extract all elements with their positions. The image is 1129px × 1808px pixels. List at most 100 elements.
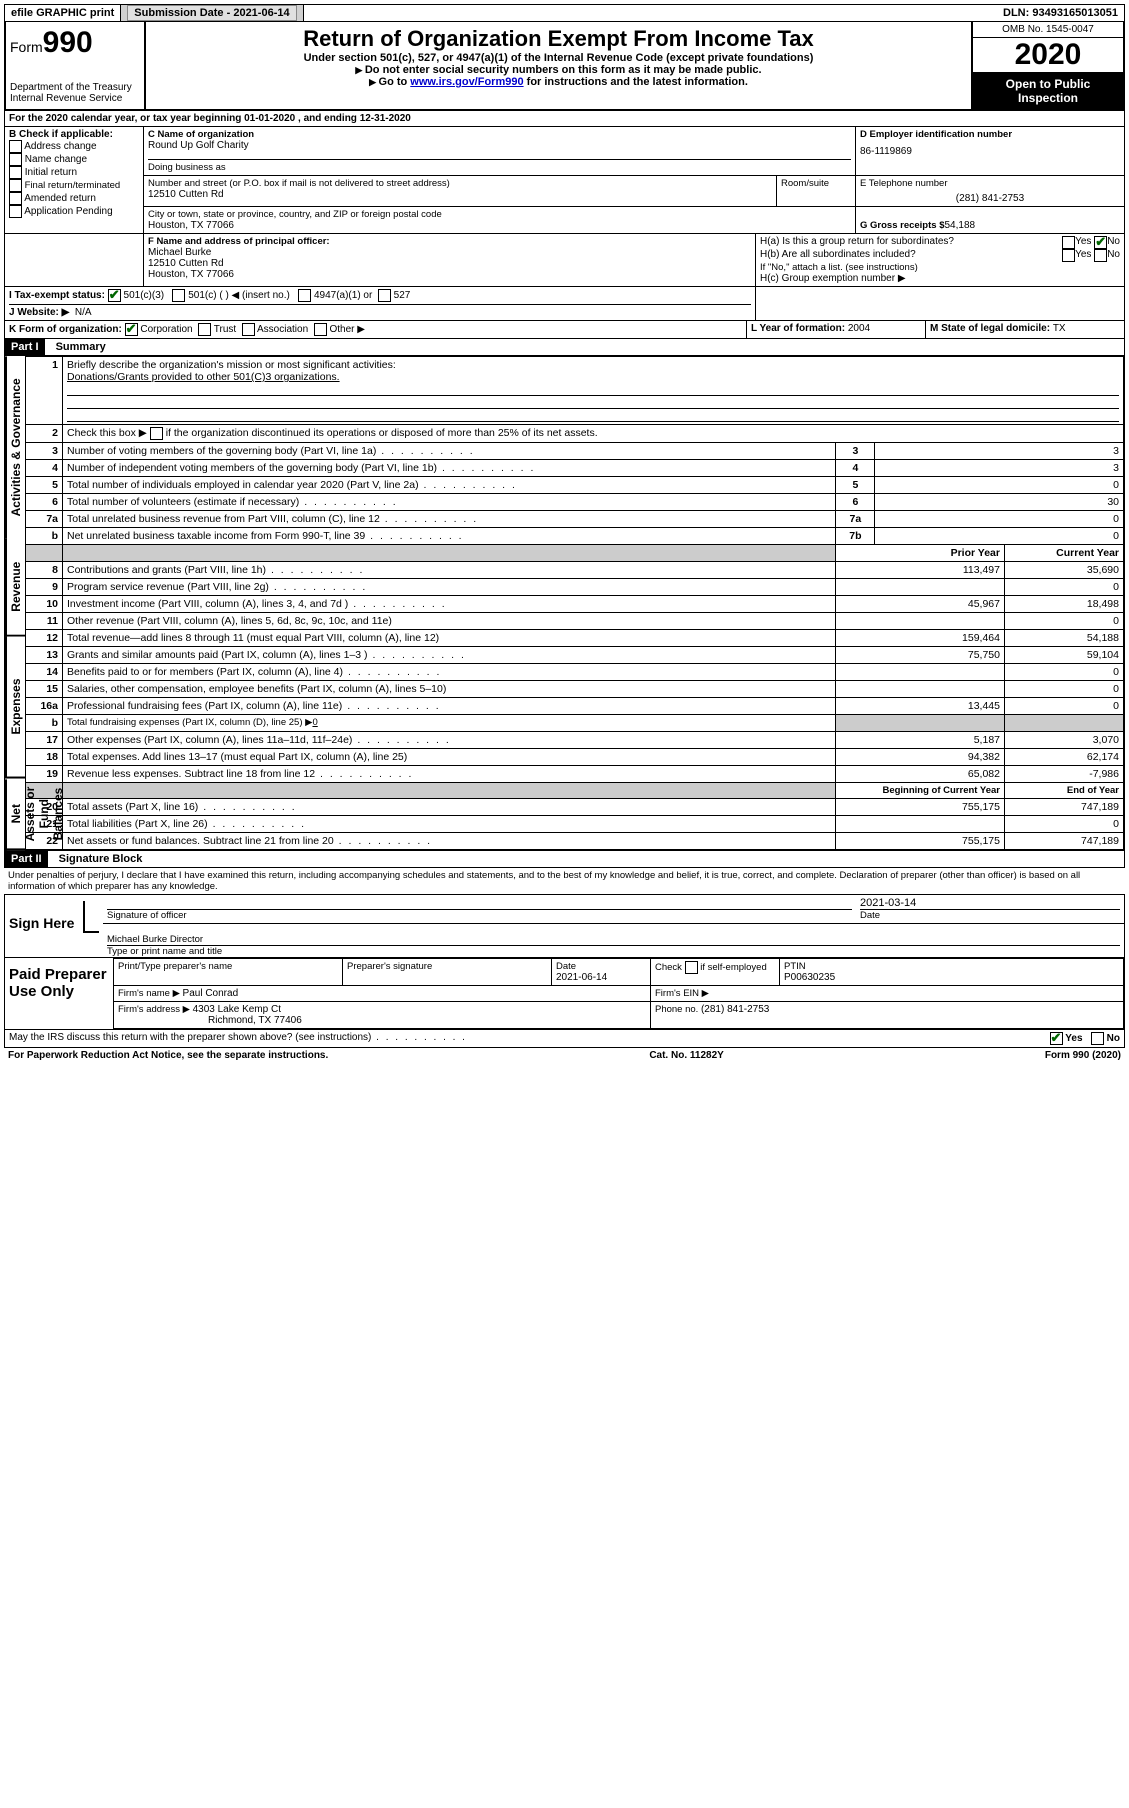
chk-hb-yes[interactable] [1062, 249, 1075, 262]
line11-curr: 0 [1005, 613, 1124, 630]
street-value: 12510 Cutten Rd [148, 189, 772, 200]
line15-curr: 0 [1005, 681, 1124, 698]
officer-name: Michael Burke [148, 247, 751, 258]
firm-addr-label: Firm's address ▶ [118, 1004, 193, 1015]
line14-curr: 0 [1005, 664, 1124, 681]
line12-curr: 54,188 [1005, 630, 1124, 647]
line10-prior: 45,967 [836, 596, 1005, 613]
firm-phone: (281) 841-2753 [701, 1004, 769, 1015]
efile-label: efile GRAPHIC print [5, 5, 121, 21]
discuss-cell: May the IRS discuss this return with the… [5, 1030, 1124, 1047]
box-c-label: C Name of organization [148, 129, 851, 140]
header-center: Return of Organization Exempt From Incom… [146, 22, 971, 109]
line22-prior: 755,175 [836, 833, 1005, 850]
officer-street: 12510 Cutten Rd [148, 258, 751, 269]
chk-name[interactable] [9, 153, 22, 166]
lbl-app: Application Pending [24, 206, 112, 217]
submission-btn[interactable]: Submission Date - 2021-06-14 [127, 5, 296, 21]
chk-4947[interactable] [298, 289, 311, 302]
part1-body: Activities & Governance Revenue Expenses… [4, 356, 1125, 851]
fh-block: F Name and address of principal officer:… [4, 234, 1125, 287]
chk-app[interactable] [9, 205, 22, 218]
footer-cat: Cat. No. 11282Y [649, 1050, 723, 1061]
part2-title: Signature Block [51, 853, 143, 865]
state-domicile: TX [1053, 323, 1066, 334]
section-governance: Activities & Governance [5, 356, 25, 539]
box-f-label: F Name and address of principal officer: [148, 236, 751, 247]
section-revenue: Revenue [5, 539, 25, 637]
line10-label: Investment income (Part VIII, column (A)… [63, 596, 836, 613]
footer-pra: For Paperwork Reduction Act Notice, see … [8, 1050, 328, 1061]
chk-501c3[interactable] [108, 289, 121, 302]
lbl-yes: Yes [1075, 236, 1091, 249]
line12-label: Total revenue—add lines 8 through 11 (mu… [63, 630, 836, 647]
chk-line2[interactable] [150, 427, 163, 440]
chk-ha-no[interactable] [1094, 236, 1107, 249]
discuss-row: May the IRS discuss this return with the… [4, 1030, 1125, 1048]
sig-name: Michael Burke Director [107, 934, 1120, 945]
line18-prior: 94,382 [836, 749, 1005, 766]
line7b-label: Net unrelated business taxable income fr… [63, 528, 836, 545]
h-c-label: H(c) Group exemption number ▶ [760, 273, 1120, 284]
sign-here-label: Sign Here [5, 895, 83, 957]
line1-label: Briefly describe the organization's miss… [67, 359, 396, 371]
page-footer: For Paperwork Reduction Act Notice, see … [4, 1048, 1125, 1063]
chk-hb-no[interactable] [1094, 249, 1107, 262]
chk-assoc[interactable] [242, 323, 255, 336]
form-title: Return of Organization Exempt From Incom… [152, 26, 965, 52]
line3-label: Number of voting members of the governin… [63, 443, 836, 460]
form990-link[interactable]: www.irs.gov/Form990 [410, 76, 523, 88]
col-begin: Beginning of Current Year [836, 783, 1005, 799]
chk-trust[interactable] [198, 323, 211, 336]
chk-501c[interactable] [172, 289, 185, 302]
phone-value: (281) 841-2753 [860, 193, 1120, 204]
h-b-note: If "No," attach a list. (see instruction… [760, 262, 1120, 273]
chk-corp[interactable] [125, 323, 138, 336]
top-bar: efile GRAPHIC print Submission Date - 20… [4, 4, 1125, 22]
city-value: Houston, TX 77066 [148, 220, 851, 231]
part2-header: Part II Signature Block [4, 851, 1125, 868]
prep-name-label: Print/Type preparer's name [118, 961, 338, 972]
line13-label: Grants and similar amounts paid (Part IX… [63, 647, 836, 664]
line15-label: Salaries, other compensation, employee b… [63, 681, 836, 698]
chk-other[interactable] [314, 323, 327, 336]
officer-city: Houston, TX 77066 [148, 269, 751, 280]
entity-block: B Check if applicable: Address change Na… [4, 127, 1125, 234]
chk-initial[interactable] [9, 166, 22, 179]
lbl-assoc: Association [257, 324, 308, 335]
chk-discuss-no[interactable] [1091, 1032, 1104, 1045]
line19-prior: 65,082 [836, 766, 1005, 783]
dept-irs: Internal Revenue Service [10, 93, 140, 104]
line7a-label: Total unrelated business revenue from Pa… [63, 511, 836, 528]
street-label: Number and street (or P.O. box if mail i… [148, 178, 772, 189]
line20-prior: 755,175 [836, 799, 1005, 816]
date-label: Date [860, 909, 1120, 921]
line21-prior [836, 816, 1005, 833]
line14-prior [836, 664, 1005, 681]
tax-year: 2020 [973, 38, 1123, 73]
box-b-label: B Check if applicable: [9, 129, 139, 140]
chk-final[interactable] [9, 179, 22, 192]
firm-phone-label: Phone no. [655, 1004, 701, 1015]
chk-self-employed[interactable] [685, 961, 698, 974]
chk-address[interactable] [9, 140, 22, 153]
line17-prior: 5,187 [836, 732, 1005, 749]
lbl-final: Final return/terminated [25, 180, 121, 191]
line9-prior [836, 579, 1005, 596]
line16a-curr: 0 [1005, 698, 1124, 715]
chk-amended[interactable] [9, 192, 22, 205]
header-sub2: Do not enter social security numbers on … [152, 64, 965, 76]
chk-527[interactable] [378, 289, 391, 302]
line18-label: Total expenses. Add lines 13–17 (must eq… [63, 749, 836, 766]
chk-ha-yes[interactable] [1062, 236, 1075, 249]
chk-discuss-yes[interactable] [1050, 1032, 1063, 1045]
line22-label: Net assets or fund balances. Subtract li… [63, 833, 836, 850]
line1-value: Donations/Grants provided to other 501(C… [67, 371, 340, 383]
lbl-address: Address change [24, 141, 96, 152]
paid-preparer-label: Paid Preparer Use Only [5, 958, 113, 1029]
ptin-label: PTIN [784, 961, 1119, 972]
section-expenses: Expenses [5, 637, 25, 779]
line13-prior: 75,750 [836, 647, 1005, 664]
penalties-text: Under penalties of perjury, I declare th… [4, 868, 1125, 894]
year-formation: 2004 [848, 323, 870, 334]
